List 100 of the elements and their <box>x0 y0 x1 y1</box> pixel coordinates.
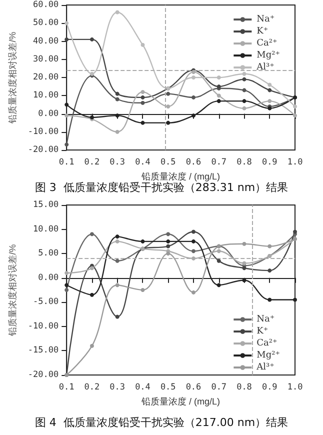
point <box>268 244 272 248</box>
point <box>191 230 196 234</box>
y-tick-label: -5.00 <box>33 297 59 308</box>
point <box>166 104 170 108</box>
point <box>166 120 170 125</box>
legend-label: K⁺ <box>256 326 268 336</box>
x-tick-label: 0.5 <box>160 158 176 168</box>
y-tick-label: 30.00 <box>33 54 59 64</box>
point <box>216 94 221 98</box>
point <box>90 232 94 236</box>
point <box>242 72 246 76</box>
y-tick-label: -20.00 <box>28 145 59 155</box>
point <box>140 100 145 105</box>
point <box>268 268 272 273</box>
point <box>191 290 196 294</box>
point <box>90 266 94 270</box>
point <box>166 252 170 256</box>
x-tick-label: 0.2 <box>84 382 100 392</box>
legend-label: Mg²⁺ <box>256 50 280 60</box>
point <box>115 258 120 263</box>
point <box>64 271 69 275</box>
point <box>268 298 272 302</box>
x-tick-label: 0.9 <box>262 158 278 168</box>
point <box>216 258 221 263</box>
point <box>166 244 170 248</box>
point <box>115 10 120 14</box>
point <box>268 88 272 92</box>
point <box>115 130 120 134</box>
point <box>242 261 246 266</box>
legend-label: Ca²⁺ <box>256 38 278 48</box>
y-tick-label: -15.00 <box>28 346 59 356</box>
x-tick-label: 0.8 <box>236 158 252 168</box>
point <box>64 142 69 147</box>
x-tick-label: 0.8 <box>236 382 252 392</box>
text: 图 4 低质量浓度铅受干扰实验（217.00 nm）结果 <box>34 416 288 429</box>
point <box>216 283 221 288</box>
point <box>115 97 120 102</box>
legend-label: Al³⁺ <box>256 62 275 72</box>
point <box>191 239 196 244</box>
point <box>64 37 69 42</box>
x-tick-label: 0.7 <box>211 382 227 392</box>
x-axis-title: 铅质量浓度 / (mg/L) <box>140 172 220 182</box>
point <box>140 120 145 125</box>
point <box>140 90 145 94</box>
x-axis-title: 铅质量浓度 / (mg/L) <box>140 396 220 406</box>
y-tick-label: 10.00 <box>33 224 59 234</box>
point <box>115 239 120 244</box>
point <box>242 106 246 110</box>
point <box>115 234 120 239</box>
x-tick-label: 1.0 <box>287 158 303 168</box>
x-tick-label: 0.3 <box>110 158 126 168</box>
point <box>216 76 221 80</box>
text: 图 3 低质量浓度铅受干扰实验（283.31 nm）结果 <box>34 181 288 194</box>
x-tick-label: 0.3 <box>110 382 126 392</box>
y-tick-label: 60.00 <box>33 0 59 10</box>
y-tick-label: -10.00 <box>28 321 59 332</box>
x-tick-label: 0.2 <box>84 158 100 168</box>
point <box>64 288 69 292</box>
point <box>242 88 246 92</box>
point <box>191 249 196 254</box>
point <box>140 95 145 100</box>
x-tick-label: 1.0 <box>287 382 303 392</box>
point <box>293 104 297 108</box>
y-axis-title: 铅质量浓度相对误差/% <box>8 244 18 337</box>
y-tick-label: 5.00 <box>38 248 59 259</box>
legend-label: K⁺ <box>256 26 268 36</box>
y-tick-label: 40.00 <box>33 36 59 46</box>
point <box>268 82 272 87</box>
point <box>242 77 246 82</box>
y-tick-label: 20.00 <box>33 72 59 82</box>
x-tick-label: 0.7 <box>211 158 227 168</box>
line-series <box>64 10 297 108</box>
point <box>268 99 272 104</box>
point <box>115 283 120 288</box>
y-tick-label: 10.00 <box>33 90 59 101</box>
x-tick-label: 0.6 <box>186 382 202 392</box>
y-tick-label: 50.00 <box>33 18 59 28</box>
point <box>191 95 196 100</box>
legend-label: Na⁺ <box>256 14 275 24</box>
point <box>191 76 196 80</box>
point <box>90 344 94 348</box>
point <box>90 37 94 42</box>
y-tick-label: 0.00 <box>38 272 59 283</box>
point <box>115 314 120 319</box>
point <box>242 99 246 104</box>
y-tick-label: 15.00 <box>33 200 59 210</box>
point <box>90 292 94 297</box>
x-tick-label: 0.9 <box>262 382 278 392</box>
point <box>242 266 246 270</box>
x-tick-label: 0.5 <box>160 382 176 392</box>
y-tick-label: -10.00 <box>28 126 59 137</box>
legend-label: Mg²⁺ <box>256 350 280 360</box>
y-tick-label: -20.00 <box>28 370 59 380</box>
point <box>140 42 145 47</box>
x-tick-label: 0.4 <box>135 158 150 168</box>
point <box>115 92 120 96</box>
x-tick-label: 0.4 <box>135 382 150 392</box>
x-tick-label: 0.1 <box>58 382 74 392</box>
x-tick-label: 0.6 <box>186 158 202 168</box>
point <box>166 232 170 236</box>
